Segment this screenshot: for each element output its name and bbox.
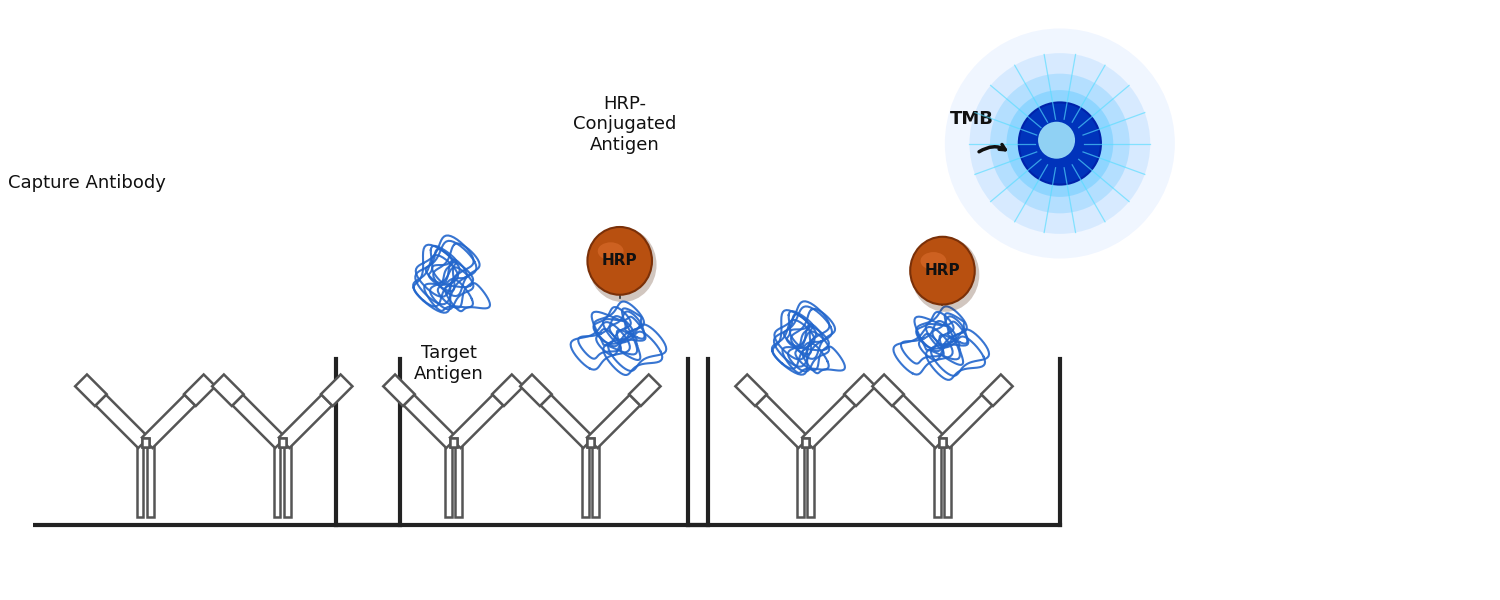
Bar [807, 443, 814, 517]
Ellipse shape [598, 242, 624, 260]
Ellipse shape [921, 252, 946, 270]
Bar [279, 438, 286, 448]
Bar [136, 443, 144, 517]
Polygon shape [232, 395, 285, 448]
Polygon shape [382, 374, 416, 406]
Polygon shape [628, 374, 660, 406]
Polygon shape [279, 395, 332, 448]
Bar [939, 438, 946, 448]
Ellipse shape [588, 227, 657, 302]
Polygon shape [981, 374, 1012, 406]
Bar [456, 443, 462, 517]
Bar [284, 443, 291, 517]
Circle shape [1038, 122, 1076, 159]
Bar [586, 438, 594, 448]
Bar [450, 438, 458, 448]
Bar [802, 438, 810, 448]
Polygon shape [450, 395, 503, 448]
Polygon shape [892, 395, 946, 448]
Polygon shape [142, 395, 195, 448]
Polygon shape [75, 374, 106, 406]
Bar [945, 443, 951, 517]
Circle shape [1019, 103, 1101, 185]
Circle shape [990, 74, 1130, 214]
Bar [274, 443, 280, 517]
Text: Target
Antigen: Target Antigen [414, 344, 483, 383]
Circle shape [969, 53, 1150, 234]
Polygon shape [321, 374, 352, 406]
Bar [802, 438, 810, 448]
Bar [934, 443, 940, 517]
Text: TMB: TMB [950, 110, 994, 128]
Polygon shape [184, 374, 216, 406]
Polygon shape [735, 374, 766, 406]
Bar [279, 438, 286, 448]
Ellipse shape [910, 237, 975, 305]
Bar [147, 443, 153, 517]
Polygon shape [96, 395, 148, 448]
Bar [450, 438, 458, 448]
Bar [939, 438, 946, 448]
Circle shape [1007, 90, 1113, 197]
Bar [141, 438, 148, 448]
Bar [582, 443, 588, 517]
Text: HRP-
Conjugated
Antigen: HRP- Conjugated Antigen [573, 95, 676, 154]
Ellipse shape [588, 227, 652, 295]
Polygon shape [492, 374, 524, 406]
Polygon shape [844, 374, 876, 406]
Bar [446, 443, 452, 517]
Ellipse shape [912, 237, 980, 312]
Polygon shape [520, 374, 552, 406]
Polygon shape [939, 395, 993, 448]
Text: HRP: HRP [924, 263, 960, 278]
Polygon shape [211, 374, 243, 406]
Circle shape [945, 28, 1174, 259]
Bar [141, 438, 148, 448]
Bar [796, 443, 804, 517]
Polygon shape [586, 395, 640, 448]
Polygon shape [404, 395, 457, 448]
Polygon shape [540, 395, 594, 448]
Bar [592, 443, 598, 517]
Polygon shape [802, 395, 855, 448]
Bar [586, 438, 594, 448]
Text: HRP: HRP [602, 253, 638, 268]
Polygon shape [873, 374, 904, 406]
Polygon shape [756, 395, 808, 448]
Text: Capture Antibody: Capture Antibody [8, 173, 165, 191]
